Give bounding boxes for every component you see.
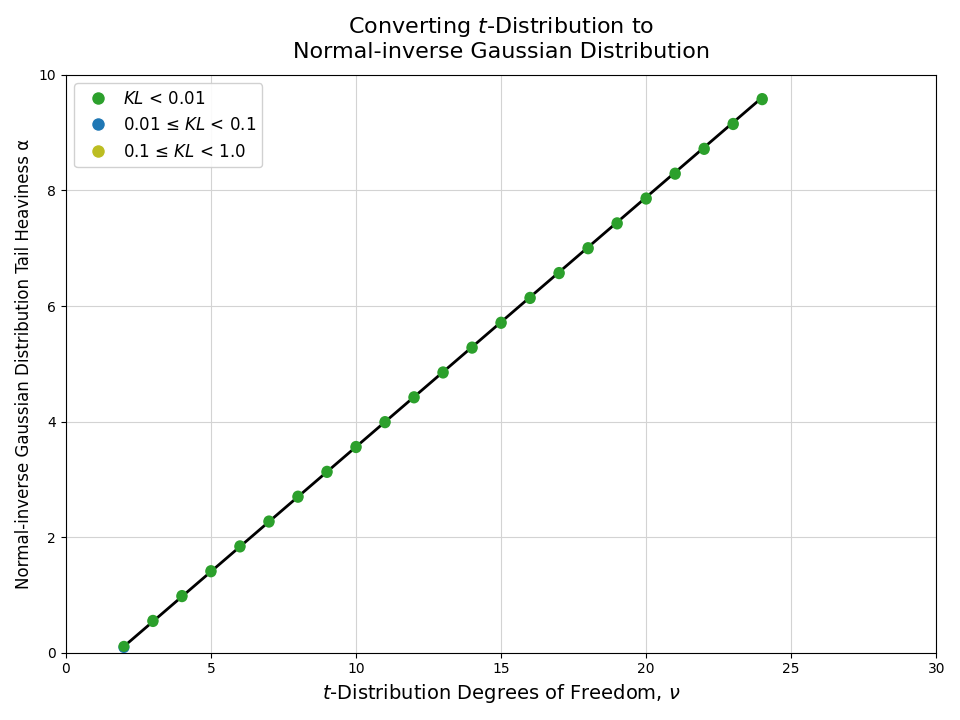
- Point: [290, 490, 305, 502]
- Point: [610, 218, 625, 230]
- Point: [175, 591, 190, 603]
- Point: [522, 293, 538, 305]
- Point: [116, 642, 132, 653]
- Point: [406, 392, 421, 404]
- Point: [755, 94, 770, 105]
- Point: [581, 242, 596, 253]
- Point: [696, 144, 711, 156]
- Point: [320, 466, 335, 477]
- Point: [667, 167, 683, 179]
- Point: [610, 217, 625, 228]
- Point: [638, 194, 654, 205]
- Point: [377, 417, 393, 428]
- Point: [116, 641, 132, 652]
- Point: [145, 615, 160, 626]
- Point: [348, 441, 364, 452]
- Point: [465, 341, 480, 353]
- Point: [261, 516, 276, 528]
- Title: Converting $t$-Distribution to
Normal-inverse Gaussian Distribution: Converting $t$-Distribution to Normal-in…: [293, 15, 709, 62]
- Point: [726, 117, 741, 129]
- Point: [175, 590, 190, 601]
- Point: [436, 366, 451, 378]
- Point: [638, 192, 654, 204]
- Point: [232, 541, 248, 553]
- Point: [581, 243, 596, 255]
- Point: [377, 416, 393, 428]
- Point: [232, 540, 248, 552]
- Point: [261, 516, 276, 527]
- Point: [551, 266, 566, 278]
- Point: [522, 292, 538, 303]
- Point: [493, 316, 509, 328]
- Point: [145, 616, 160, 627]
- Point: [667, 168, 683, 180]
- Point: [204, 565, 219, 577]
- Point: [204, 566, 219, 577]
- Point: [755, 93, 770, 104]
- Point: [290, 492, 305, 503]
- Point: [551, 268, 566, 279]
- Point: [465, 343, 480, 354]
- Point: [726, 119, 741, 130]
- Point: [696, 143, 711, 154]
- Point: [493, 318, 509, 329]
- Point: [436, 367, 451, 379]
- Point: [348, 442, 364, 454]
- Y-axis label: Normal-inverse Gaussian Distribution Tail Heaviness α: Normal-inverse Gaussian Distribution Tai…: [15, 139, 33, 589]
- Legend: $KL$ < 0.01, 0.01 ≤ $KL$ < 0.1, 0.1 ≤ $KL$ < 1.0: $KL$ < 0.01, 0.01 ≤ $KL$ < 0.1, 0.1 ≤ $K…: [74, 84, 262, 167]
- Point: [406, 391, 421, 402]
- Point: [320, 467, 335, 478]
- X-axis label: $t$-Distribution Degrees of Freedom, $\nu$: $t$-Distribution Degrees of Freedom, $\n…: [322, 682, 681, 705]
